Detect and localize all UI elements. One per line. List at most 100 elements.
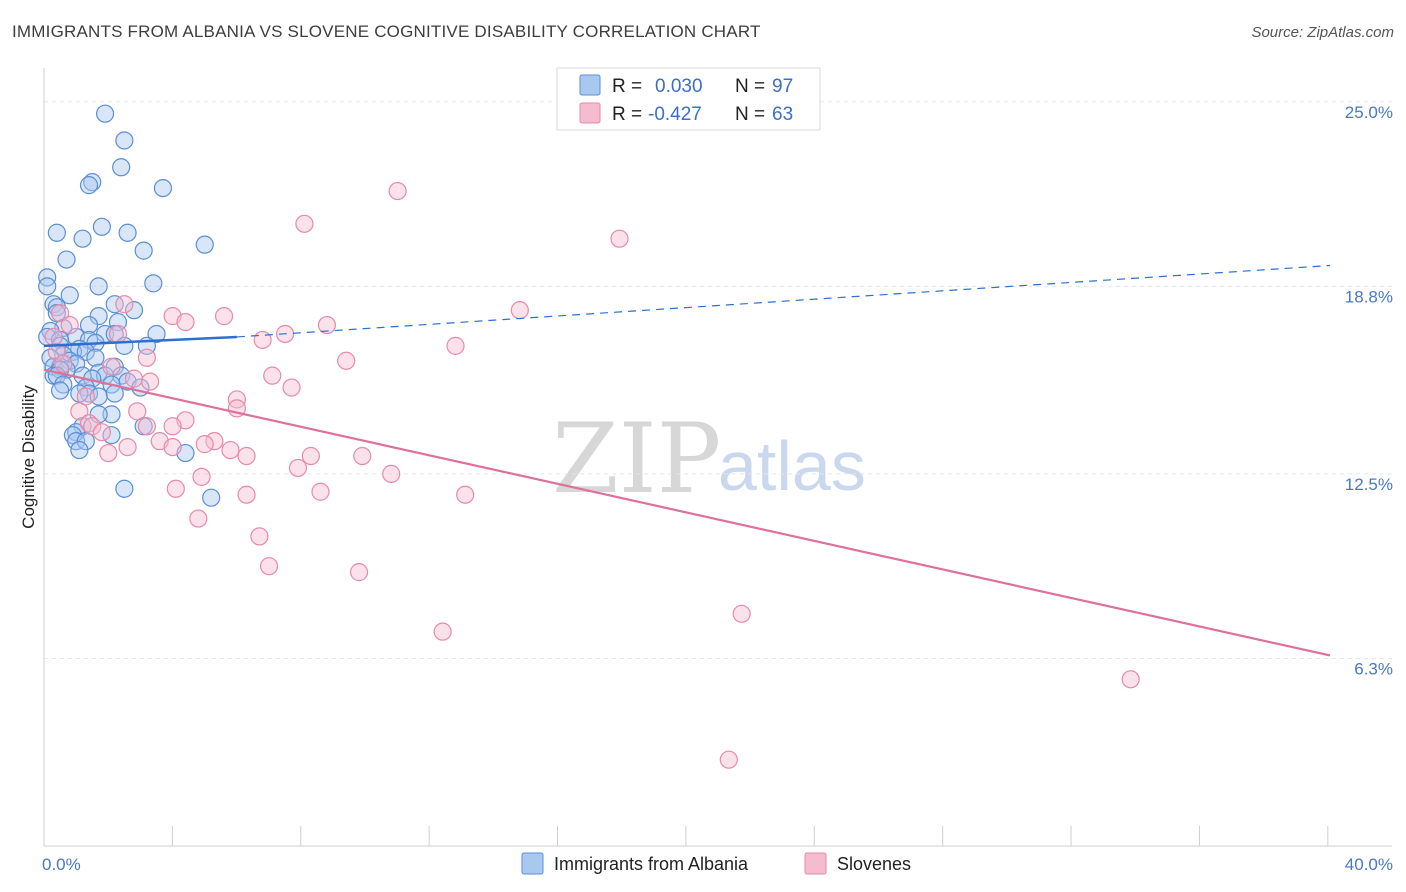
- albania-point: [102, 405, 121, 424]
- slovene-point: [60, 315, 79, 335]
- albania-point: [134, 241, 153, 260]
- albania-trend-extension: [236, 264, 1331, 338]
- watermark-atlas: atlas: [718, 427, 866, 505]
- legend-n-label-albania: N =: [735, 76, 765, 97]
- x-tick-label: 0.0%: [42, 855, 81, 874]
- albania-point: [202, 488, 221, 507]
- albania-point: [89, 277, 108, 296]
- slovene-trend-line: [43, 368, 1331, 657]
- slovene-point: [44, 327, 63, 347]
- legend-r-value-slovene: -0.427: [648, 104, 702, 125]
- y-axis-title: Cognitive Disability: [19, 385, 38, 529]
- slovene-point: [163, 417, 182, 436]
- slovene-point: [108, 324, 128, 344]
- albania-point: [118, 223, 137, 242]
- slovene-point: [237, 485, 256, 504]
- slovene-point: [719, 750, 738, 769]
- slovene-point: [732, 604, 751, 623]
- slovene-point: [163, 437, 182, 457]
- albania-point: [83, 173, 102, 192]
- slovene-point: [337, 351, 356, 370]
- slovene-point: [118, 437, 137, 457]
- albania-point: [89, 387, 108, 406]
- albania-point: [144, 274, 163, 293]
- legend-swatch-albania: [579, 74, 601, 96]
- source-credit: Source: ZipAtlas.com: [1251, 24, 1394, 41]
- slovene-point: [92, 423, 111, 442]
- x-tick-label: 40.0%: [1345, 855, 1393, 874]
- series-legend: Immigrants from Albania Slovenes: [521, 852, 911, 875]
- slovene-point: [253, 330, 272, 350]
- gridlines: [44, 101, 1392, 659]
- bottom-legend-swatch-slovene: [804, 852, 827, 875]
- slovene-point: [192, 467, 211, 486]
- chart-title: IMMIGRANTS FROM ALBANIA VS SLOVENE COGNI…: [12, 22, 761, 41]
- slovene-point: [79, 414, 99, 433]
- slovene-point: [137, 348, 156, 367]
- albania-point: [115, 479, 134, 498]
- slovene-point: [446, 336, 465, 355]
- slovene-point: [433, 622, 452, 641]
- slovene-point: [301, 446, 320, 466]
- slovene-point: [510, 301, 529, 320]
- slovene-point: [221, 440, 240, 460]
- bottom-legend-label-albania: Immigrants from Albania: [554, 854, 749, 874]
- legend-swatch-slovene: [579, 102, 601, 124]
- slovene-point: [388, 181, 407, 201]
- y-tick-label: 12.5%: [1345, 475, 1393, 494]
- albania-point: [147, 324, 166, 344]
- albania-point: [70, 440, 89, 460]
- slovene-point: [237, 446, 256, 466]
- slovene-point: [317, 315, 337, 335]
- slovene-points: [44, 181, 1140, 769]
- y-tick-label: 6.3%: [1354, 659, 1393, 678]
- trend-lines: [43, 264, 1331, 657]
- correlation-legend: R = 0.030 N = 97 R = -0.427 N = 63: [556, 67, 821, 131]
- legend-n-value-albania: 97: [772, 76, 793, 97]
- slovene-point: [128, 402, 147, 421]
- slovene-point: [124, 369, 144, 388]
- slovene-point: [382, 464, 401, 483]
- slovene-point: [176, 312, 195, 332]
- slovene-point: [610, 229, 629, 248]
- bottom-legend-swatch-albania: [521, 852, 544, 875]
- y-tick-label: 25.0%: [1345, 103, 1393, 122]
- albania-point: [57, 250, 76, 269]
- slovene-point: [263, 366, 282, 385]
- albania-point: [92, 217, 111, 236]
- albania-point: [38, 277, 57, 296]
- slovene-point: [102, 357, 121, 376]
- albania-point: [86, 348, 105, 367]
- legend-n-label-slovene: N =: [735, 104, 765, 125]
- albania-point: [124, 301, 144, 320]
- albania-point: [115, 131, 134, 150]
- slovene-point: [137, 417, 156, 436]
- bottom-legend-label-slovene: Slovenes: [837, 854, 911, 874]
- slovene-point: [195, 435, 214, 454]
- slovene-point: [311, 482, 330, 501]
- slovene-point: [1121, 670, 1140, 689]
- slovene-point: [214, 307, 234, 326]
- slovene-point: [456, 485, 475, 504]
- albania-point: [79, 176, 99, 195]
- albania-point: [50, 381, 70, 400]
- legend-r-label-albania: R =: [612, 76, 642, 97]
- albania-point: [60, 286, 79, 305]
- slovene-point: [250, 527, 269, 546]
- albania-point: [95, 104, 115, 123]
- legend-n-value-slovene: 63: [772, 104, 793, 125]
- albania-trend-line: [43, 335, 237, 348]
- albania-point: [73, 229, 92, 248]
- albania-point: [195, 235, 214, 254]
- slovene-point: [54, 354, 73, 373]
- albania-points: [38, 104, 221, 507]
- albania-point: [153, 179, 173, 198]
- slovene-point: [353, 446, 372, 466]
- legend-r-value-albania: 0.030: [655, 76, 703, 97]
- watermark-zip: ZIP: [552, 403, 721, 515]
- slovene-point: [70, 402, 89, 421]
- albania-point: [47, 223, 66, 242]
- slovene-point: [50, 304, 70, 323]
- slovene-point: [295, 214, 314, 233]
